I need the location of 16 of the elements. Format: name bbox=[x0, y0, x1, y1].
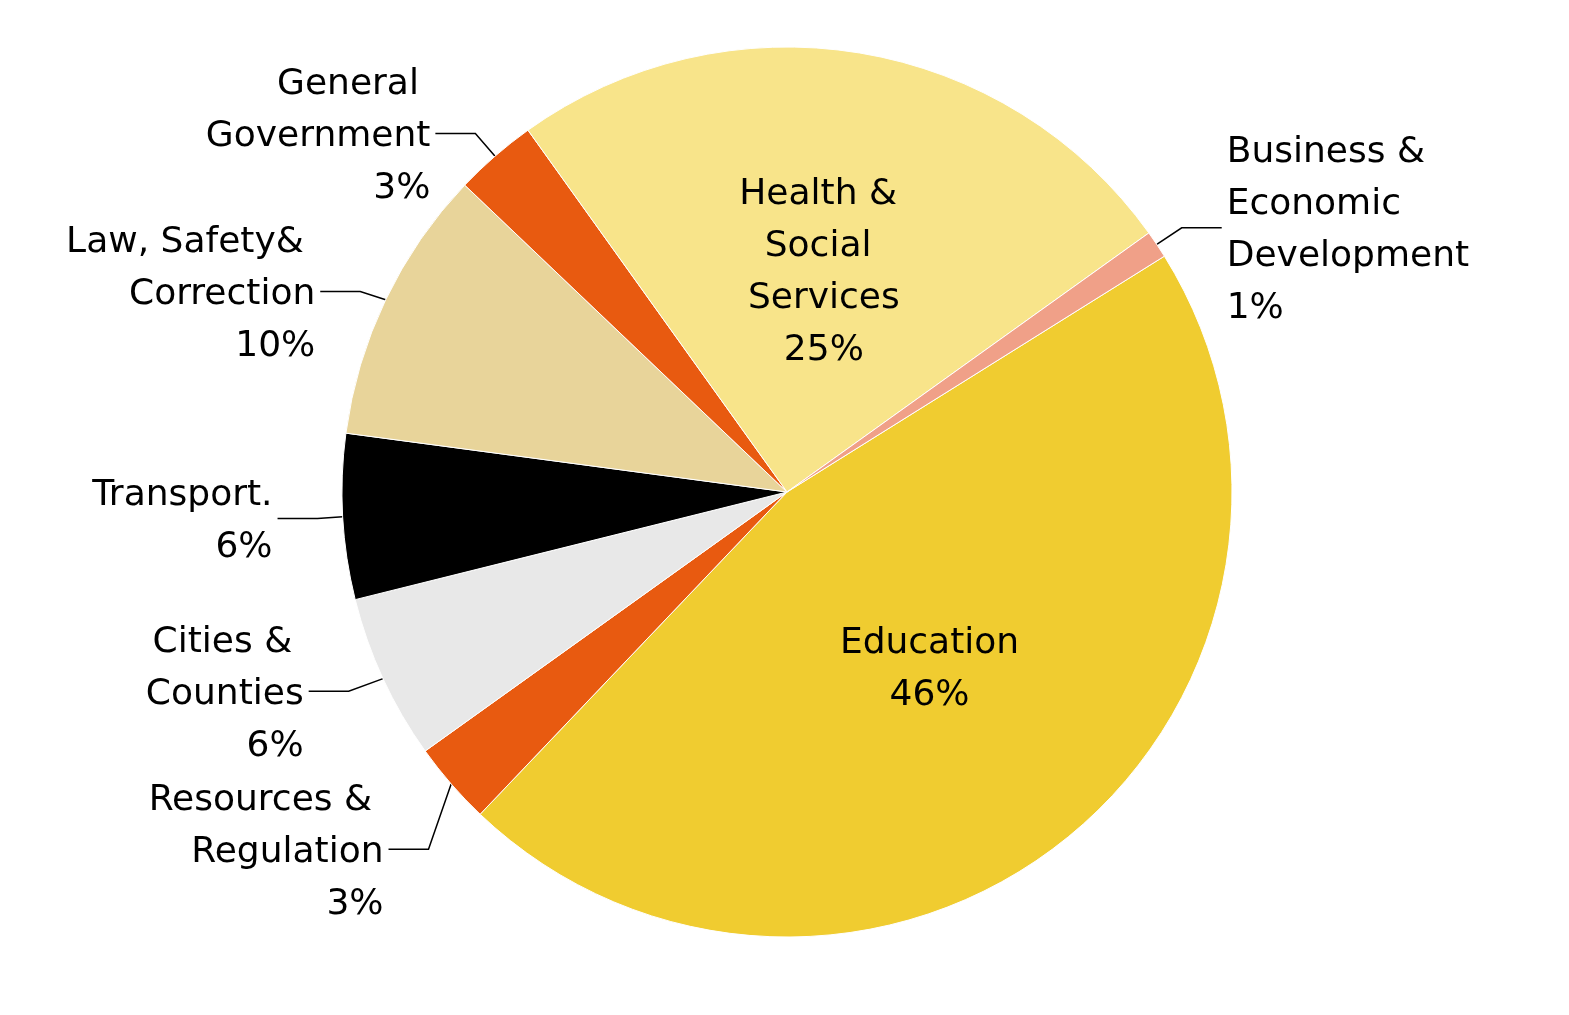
slice-label: Health & Social Services bbox=[739, 171, 909, 317]
data-label: 46% bbox=[889, 672, 970, 714]
data-label: 3% bbox=[373, 165, 431, 207]
slice-label: Resources & Regulation bbox=[148, 776, 384, 870]
data-label: 10% bbox=[235, 323, 316, 365]
data-label: 1% bbox=[1226, 285, 1284, 327]
slice-label: Cities & Counties bbox=[145, 618, 304, 712]
slice-label: Law, Safety& Correction bbox=[66, 219, 316, 313]
data-label: 25% bbox=[783, 327, 864, 369]
data-label: 3% bbox=[326, 880, 384, 922]
slice-label: Business & Economic Development bbox=[1226, 129, 1470, 275]
slice-label: Transport. bbox=[91, 472, 273, 514]
data-label: 6% bbox=[215, 524, 273, 566]
slice-label: Education bbox=[839, 620, 1020, 662]
data-label: 6% bbox=[246, 722, 304, 764]
slice-label: General Government bbox=[205, 61, 431, 155]
